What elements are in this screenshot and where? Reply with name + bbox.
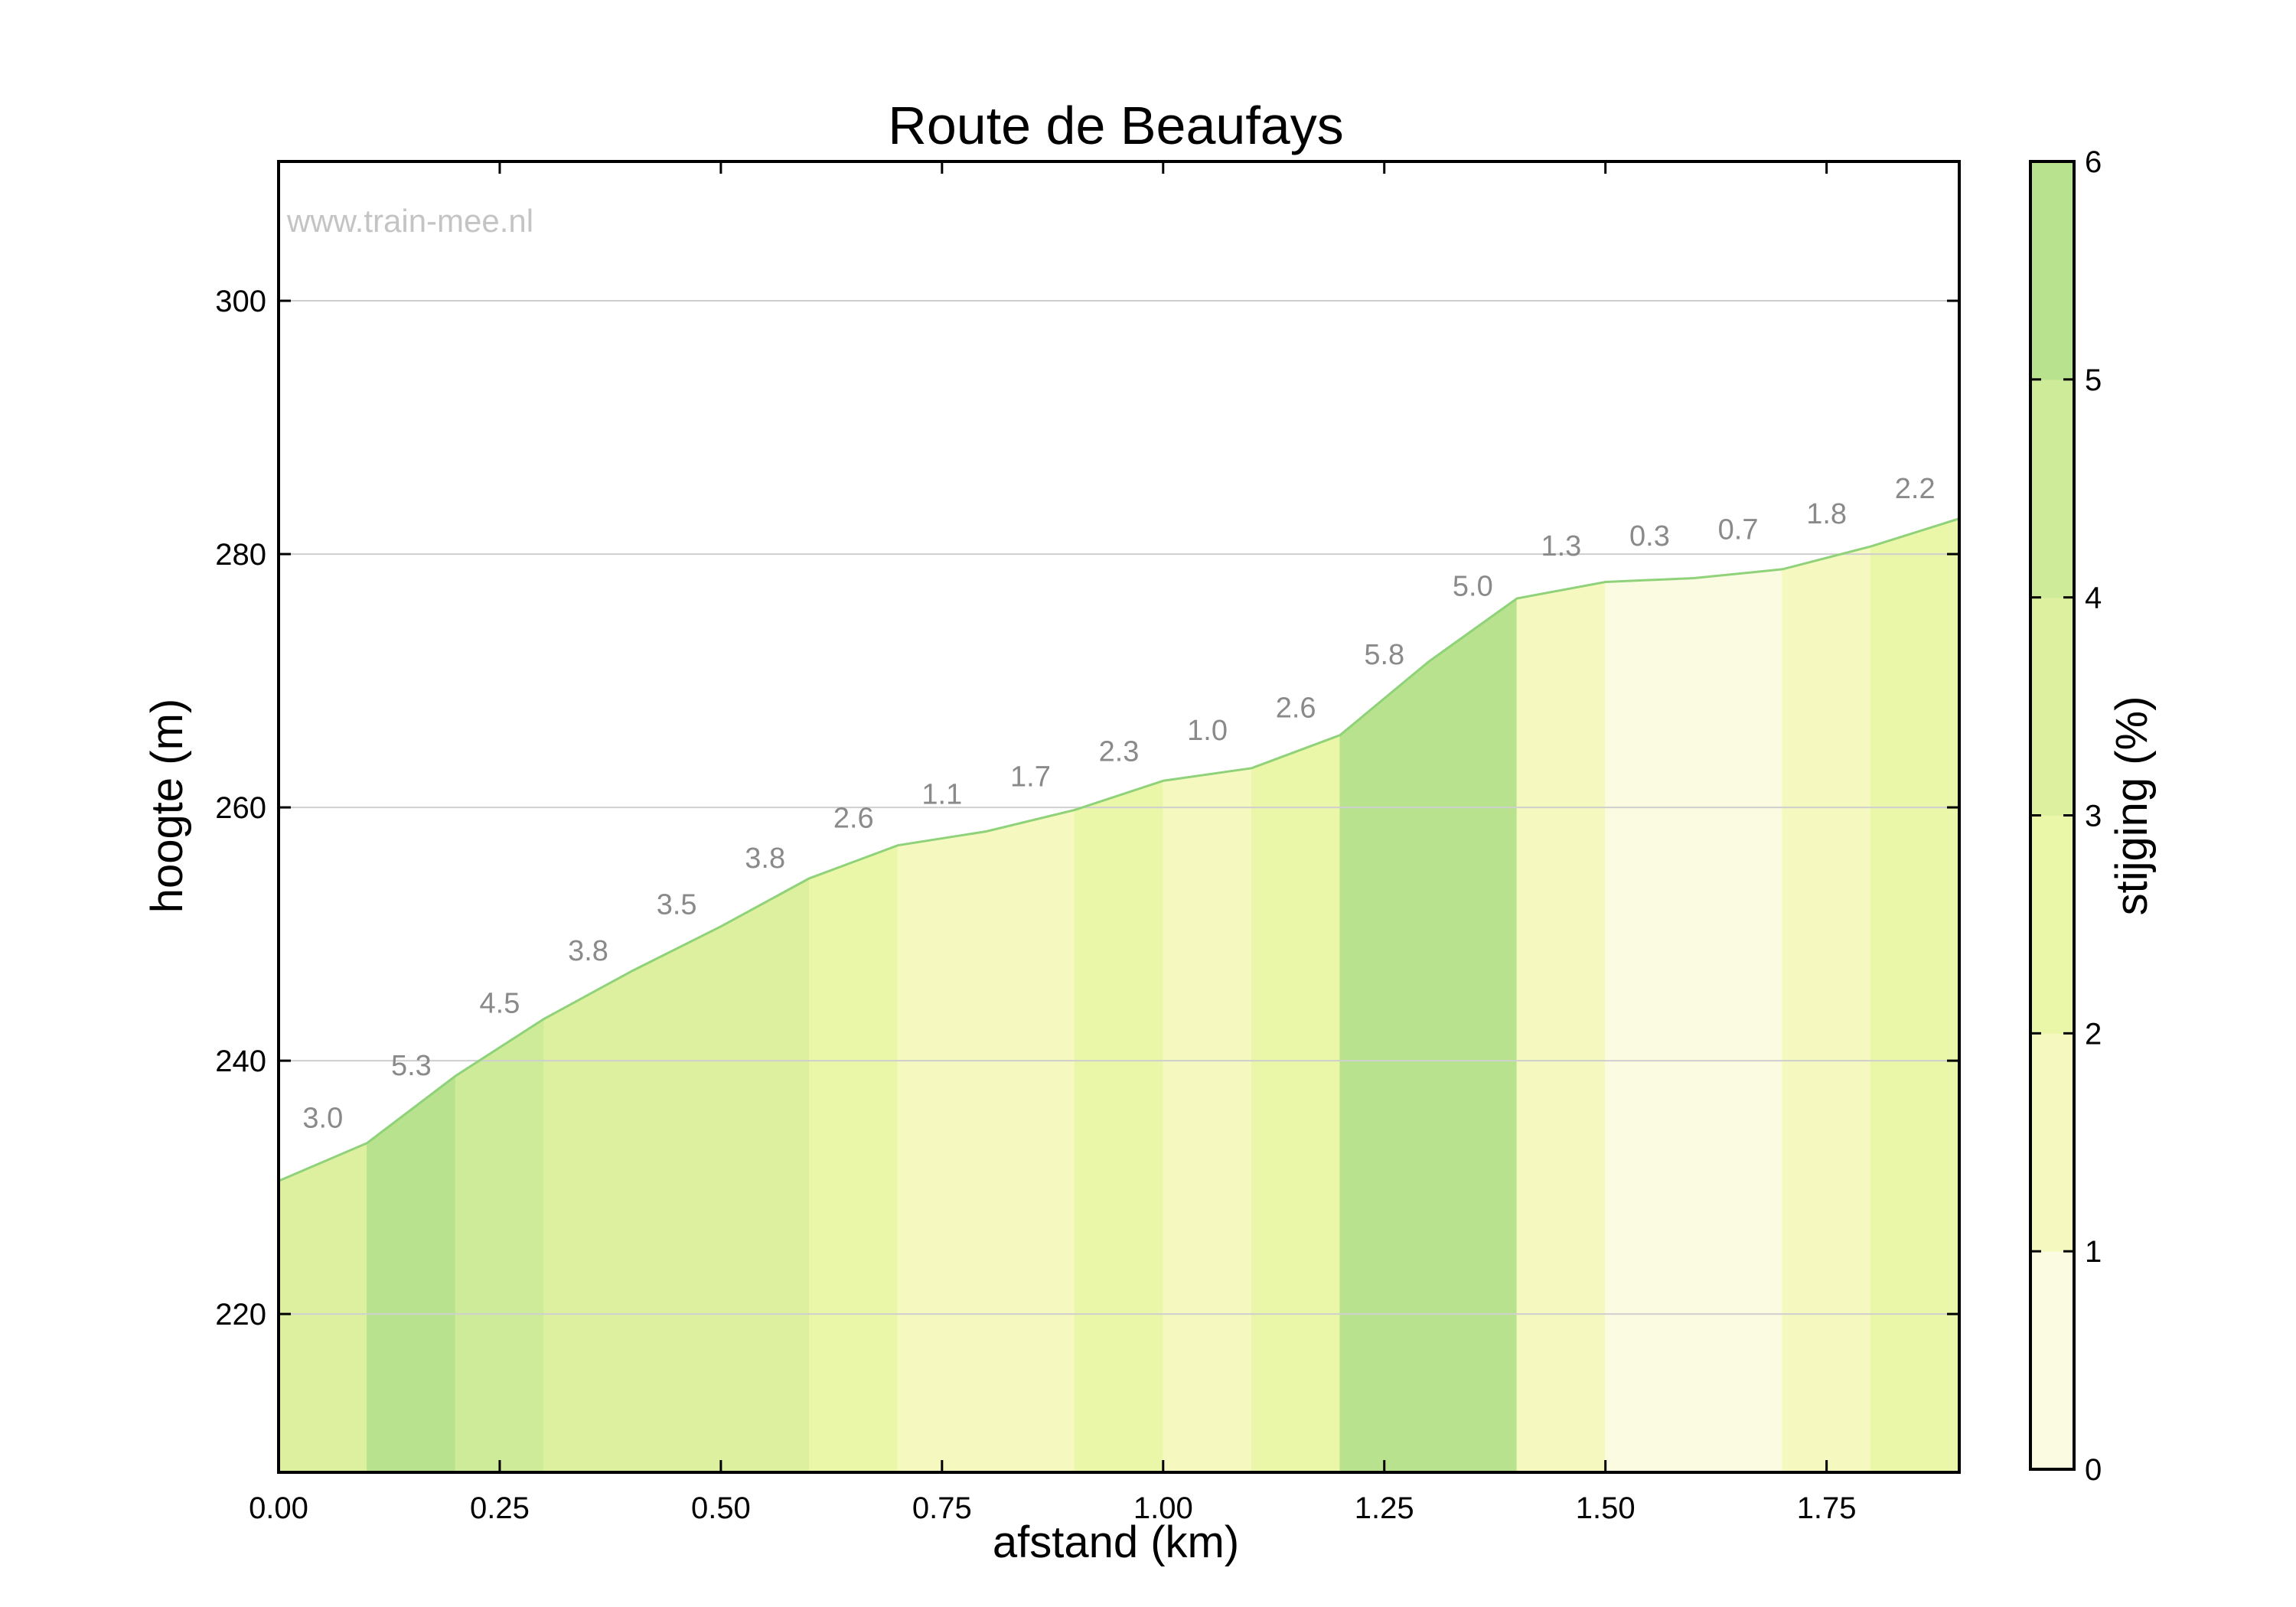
colorbar-tick-label: 4 bbox=[2085, 582, 2102, 615]
chart-title: Route de Beaufays bbox=[888, 96, 1343, 155]
profile-line bbox=[278, 517, 1960, 1182]
segment-grade-label: 1.7 bbox=[1010, 761, 1051, 793]
colorbar-band bbox=[2030, 379, 2074, 598]
segment-fill bbox=[631, 925, 722, 1473]
colorbar-band bbox=[2030, 597, 2074, 816]
colorbar-band bbox=[2030, 1033, 2074, 1252]
x-axis-label: afstand (km) bbox=[993, 1517, 1239, 1567]
x-tick-label: 0.50 bbox=[691, 1491, 751, 1525]
segment-grade-label: 4.5 bbox=[480, 988, 520, 1020]
segment-fill bbox=[367, 1074, 456, 1473]
colorbar-band bbox=[2030, 161, 2074, 380]
segment-fill bbox=[986, 809, 1075, 1473]
colorbar-bands bbox=[2030, 161, 2074, 1470]
plot-frame bbox=[277, 160, 1961, 1474]
x-tick-label: 0.00 bbox=[249, 1491, 308, 1525]
segment-fill bbox=[1870, 518, 1960, 1473]
segment-fill bbox=[1251, 735, 1341, 1473]
x-tick-label: 1.25 bbox=[1355, 1491, 1414, 1525]
y-tick-label: 240 bbox=[215, 1045, 266, 1078]
gridlines bbox=[279, 300, 1959, 1315]
x-tick-label: 0.25 bbox=[470, 1491, 530, 1525]
segment-fill bbox=[1693, 569, 1783, 1473]
segment-fill bbox=[1163, 768, 1252, 1473]
segment-fill bbox=[278, 1142, 368, 1473]
colorbar-tick-label: 3 bbox=[2085, 800, 2102, 833]
x-axis-ticks: 0.00 0.25 0.50 0.75 1.00 1.25 1.50 1.75 bbox=[249, 161, 1857, 1525]
segment-fill bbox=[1782, 546, 1871, 1473]
segment-grade-label: 0.7 bbox=[1718, 514, 1759, 546]
segment-fill bbox=[455, 1018, 545, 1473]
segment-labels: 3.0 5.3 4.5 3.8 3.5 3.8 2.6 1.1 1.7 2.3 1.0 2.6 5.8 5… bbox=[302, 473, 1935, 1135]
segment-fills bbox=[278, 518, 1960, 1473]
colorbar-ticks: 0 1 2 3 4 5 6 bbox=[2030, 145, 2102, 1487]
colorbar-tick-label: 1 bbox=[2085, 1235, 2102, 1269]
x-tick-label: 1.75 bbox=[1797, 1491, 1857, 1525]
segment-fill bbox=[1428, 598, 1518, 1473]
segment-grade-label: 5.0 bbox=[1453, 570, 1493, 602]
watermark-text: www.train-mee.nl bbox=[286, 203, 533, 239]
colorbar-tick-label: 2 bbox=[2085, 1017, 2102, 1051]
x-tick-label: 1.00 bbox=[1133, 1491, 1193, 1525]
segment-fill bbox=[1074, 780, 1164, 1473]
segment-fill bbox=[808, 845, 899, 1473]
segment-grade-label: 1.3 bbox=[1541, 530, 1581, 562]
segment-grade-label: 5.3 bbox=[391, 1050, 432, 1082]
segment-grade-label: 3.5 bbox=[657, 889, 697, 921]
segment-fill bbox=[720, 877, 810, 1473]
segment-grade-label: 1.8 bbox=[1806, 498, 1847, 530]
segment-grade-label: 0.3 bbox=[1629, 520, 1670, 553]
colorbar-tick-label: 6 bbox=[2085, 145, 2102, 179]
y-tick-label: 280 bbox=[215, 538, 266, 572]
segment-grade-label: 3.8 bbox=[745, 843, 785, 875]
y-tick-label: 220 bbox=[215, 1298, 266, 1332]
y-axis-ticks: 220 240 260 280 300 bbox=[215, 285, 1959, 1332]
segment-fill bbox=[1339, 660, 1430, 1473]
colorbar-label: stijging (%) bbox=[2107, 696, 2157, 916]
segment-grade-label: 2.2 bbox=[1895, 473, 1936, 505]
colorbar-tick-label: 5 bbox=[2085, 363, 2102, 397]
segment-grade-label: 1.0 bbox=[1187, 715, 1228, 747]
segment-grade-label: 3.0 bbox=[302, 1103, 343, 1135]
segment-fill bbox=[1516, 581, 1606, 1473]
segment-grade-label: 2.6 bbox=[833, 802, 874, 834]
colorbar: 0 1 2 3 4 5 6 bbox=[2029, 145, 2102, 1487]
colorbar-tick-label: 0 bbox=[2085, 1453, 2102, 1487]
colorbar-band bbox=[2030, 815, 2074, 1034]
segment-grade-label: 5.8 bbox=[1364, 639, 1404, 671]
segment-fill bbox=[1605, 577, 1694, 1473]
y-tick-label: 300 bbox=[215, 285, 266, 318]
y-tick-label: 260 bbox=[215, 791, 266, 825]
x-tick-label: 0.75 bbox=[912, 1491, 972, 1525]
plot-area: 3.0 5.3 4.5 3.8 3.5 3.8 2.6 1.1 1.7 2.3 1.0 2.6 5.8 5… bbox=[215, 160, 1961, 1525]
x-tick-label: 1.50 bbox=[1576, 1491, 1636, 1525]
segment-grade-label: 2.6 bbox=[1276, 692, 1316, 724]
segment-fill bbox=[543, 970, 633, 1473]
segment-grade-label: 1.1 bbox=[921, 779, 962, 811]
segment-grade-label: 2.3 bbox=[1099, 735, 1140, 768]
segment-grade-label: 3.8 bbox=[568, 935, 608, 967]
segment-fill bbox=[897, 830, 987, 1473]
y-axis-label: hoogte (m) bbox=[142, 699, 192, 913]
colorbar-band bbox=[2030, 1251, 2074, 1470]
